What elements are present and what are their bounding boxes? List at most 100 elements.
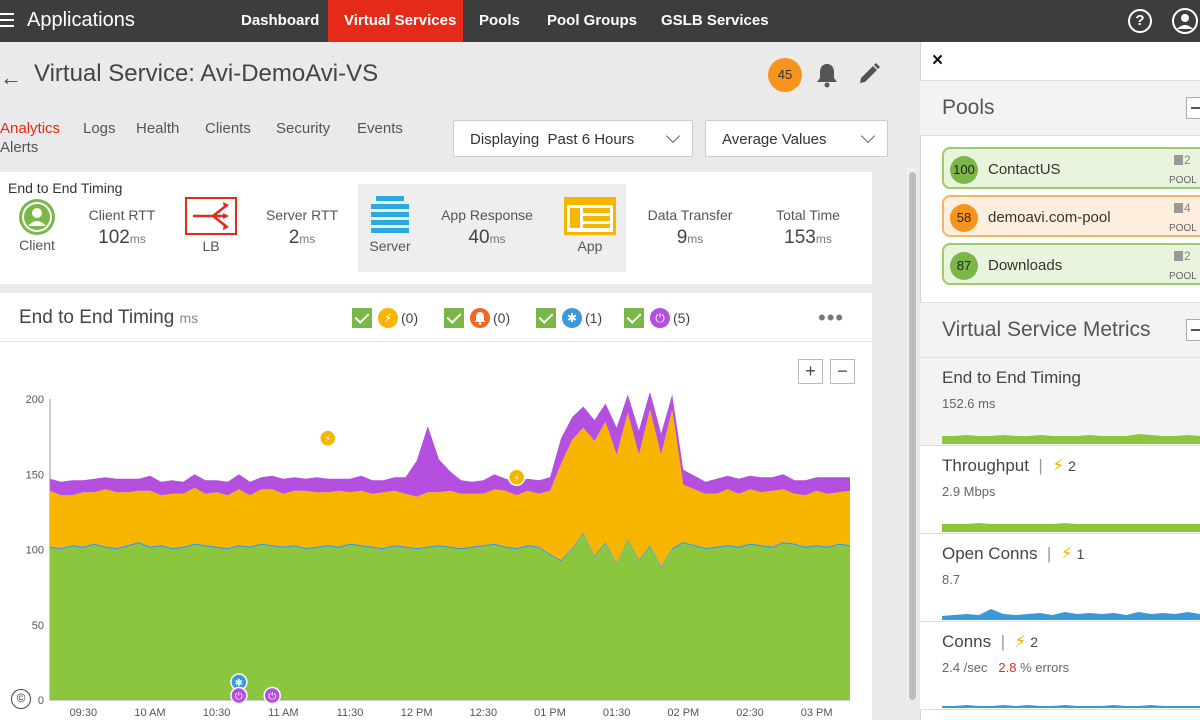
- anomaly-marker: ⚡: [319, 429, 337, 447]
- system-event-marker: ⏻: [230, 686, 248, 705]
- time-range-select[interactable]: Displaying Past 6 Hours: [453, 120, 693, 157]
- timing-summary-title: End to End Timing: [8, 180, 123, 196]
- tab-logs[interactable]: Logs: [83, 120, 116, 137]
- server-icon: [1174, 155, 1183, 165]
- legend-count: (0): [401, 310, 419, 326]
- metric-alert-count: 2: [1064, 458, 1076, 474]
- server-icon: [1174, 251, 1183, 261]
- app-title[interactable]: Applications: [27, 9, 135, 31]
- nav-gslb-services[interactable]: GSLB Services: [661, 12, 769, 29]
- checkbox[interactable]: [352, 308, 372, 328]
- metric-title: Conns | ⚡ 2: [942, 632, 1039, 651]
- values-mode-value: Average Values: [722, 131, 827, 148]
- system-event-marker: ⏻: [263, 686, 281, 705]
- legend-system-toggle[interactable]: ⏻ (5): [624, 307, 694, 329]
- pool-item[interactable]: 87 Downloads 2 POOL: [942, 243, 1200, 285]
- metric-title: Open Conns | ⚡ 1: [942, 544, 1085, 563]
- top-bar: Applications Dashboard Virtual Services …: [0, 0, 1200, 42]
- x-tick-label: 10:30: [203, 707, 231, 719]
- tab-events[interactable]: Events: [357, 120, 403, 137]
- close-icon[interactable]: ×: [932, 50, 944, 71]
- pool-name[interactable]: Downloads: [988, 257, 1063, 274]
- health-score-badge: 87: [950, 252, 978, 280]
- chevron-down-icon: [860, 128, 876, 144]
- metrics-section-header: [920, 302, 1200, 358]
- checkbox[interactable]: [444, 308, 464, 328]
- x-tick-label: 12 PM: [401, 707, 433, 719]
- metric-card[interactable]: Throughput | ⚡ 2 2.9 Mbps: [920, 446, 1200, 534]
- tab-alerts[interactable]: Alerts: [0, 139, 39, 156]
- metric-value: 2.9 Mbps: [942, 484, 996, 499]
- bolt-icon: ⚡: [1014, 632, 1027, 651]
- series-area-3: [50, 393, 850, 497]
- bell-icon[interactable]: [815, 62, 839, 88]
- sparkline: [942, 434, 1200, 444]
- collapse-metrics-button[interactable]: [1186, 319, 1200, 341]
- app-label: App: [577, 238, 603, 254]
- x-tick-label: 11 AM: [268, 707, 298, 719]
- legend-count: (0): [493, 310, 511, 326]
- values-mode-select[interactable]: Average Values: [705, 120, 888, 157]
- time-range-value: Displaying Past 6 Hours: [470, 131, 635, 148]
- nav-pool-groups[interactable]: Pool Groups: [547, 12, 637, 29]
- x-tick-label: 09:30: [70, 707, 98, 719]
- pool-name[interactable]: ContactUS: [988, 161, 1061, 178]
- pool-item[interactable]: 100 ContactUS 2 POOL: [942, 147, 1200, 189]
- x-tick-label: 02:30: [736, 707, 764, 719]
- total-time-label: Total Time: [776, 207, 840, 223]
- timing-area-chart[interactable]: 0 50 100 150 200 09:30 10 AM 10:30 11 AM 11:30 12 …: [0, 393, 870, 720]
- more-options-icon[interactable]: •••: [818, 305, 845, 330]
- health-score-badge: 100: [950, 156, 978, 184]
- help-icon[interactable]: ?: [1128, 9, 1152, 33]
- legend-count: (1): [585, 310, 603, 326]
- svg-text:⏻: ⏻: [235, 691, 243, 702]
- bolt-icon: ⚡: [1052, 456, 1065, 475]
- nav-virtual-services[interactable]: Virtual Services: [328, 0, 463, 42]
- checkbox[interactable]: [624, 308, 644, 328]
- zoom-out-button[interactable]: −: [830, 359, 855, 384]
- metric-value: 152.6 ms: [942, 396, 996, 411]
- tab-clients[interactable]: Clients: [205, 120, 251, 137]
- server-rtt-value: 2ms: [288, 227, 316, 248]
- series-area-0: [50, 534, 850, 700]
- pool-item[interactable]: 58 demoavi.com-pool 4 POOL: [942, 195, 1200, 237]
- zoom-in-button[interactable]: +: [798, 359, 823, 384]
- nav-pools[interactable]: Pools: [479, 12, 520, 29]
- legend-anomaly-toggle[interactable]: ⚡ (0): [352, 307, 422, 329]
- metric-title: Throughput | ⚡ 2: [942, 456, 1076, 475]
- tab-analytics[interactable]: Analytics: [0, 120, 61, 137]
- app-icon: [564, 197, 616, 235]
- tab-security[interactable]: Security: [276, 120, 331, 137]
- svg-text:✱: ✱: [235, 678, 243, 689]
- legend-config-toggle[interactable]: ✱ (1): [536, 307, 606, 329]
- checkbox[interactable]: [536, 308, 556, 328]
- alert-count-badge[interactable]: 45: [768, 58, 802, 92]
- metric-card[interactable]: Conns | ⚡ 2 2.4 /sec 2.8 % errors: [920, 622, 1200, 710]
- hamburger-menu-icon[interactable]: [0, 13, 14, 27]
- nav-dashboard[interactable]: Dashboard: [241, 12, 320, 29]
- copyright-icon[interactable]: ©: [11, 689, 31, 709]
- end-to-end-timing-summary: End to End Timing Client Client RTT 102m…: [0, 172, 872, 284]
- data-transfer-label: Data Transfer: [647, 207, 733, 223]
- metric-card[interactable]: End to End Timing 152.6 ms: [920, 358, 1200, 446]
- metric-value: 8.7: [942, 572, 961, 587]
- pool-type-label: POOL: [1169, 271, 1197, 282]
- legend-count: (5): [673, 310, 691, 326]
- scrollbar-thumb[interactable]: [909, 172, 916, 700]
- x-tick-label: 12:30: [470, 707, 498, 719]
- tab-health[interactable]: Health: [136, 120, 180, 137]
- chevron-down-icon: [665, 128, 681, 144]
- metric-card[interactable]: Open Conns | ⚡ 1 8.7: [920, 534, 1200, 622]
- pencil-icon[interactable]: [857, 62, 881, 86]
- legend-alert-toggle[interactable]: (0): [444, 307, 514, 329]
- y-tick-label: 100: [26, 545, 44, 557]
- back-arrow-icon[interactable]: ←: [0, 65, 22, 90]
- pool-name[interactable]: demoavi.com-pool: [988, 209, 1111, 226]
- total-time-value: 153ms: [784, 227, 832, 248]
- data-transfer-value: 9ms: [676, 227, 704, 248]
- user-icon[interactable]: [1172, 8, 1198, 34]
- pools-section-header: [920, 80, 1200, 136]
- collapse-pools-button[interactable]: [1186, 97, 1200, 119]
- pool-type-label: POOL: [1169, 175, 1197, 186]
- pool-server-count: 2: [1184, 249, 1191, 263]
